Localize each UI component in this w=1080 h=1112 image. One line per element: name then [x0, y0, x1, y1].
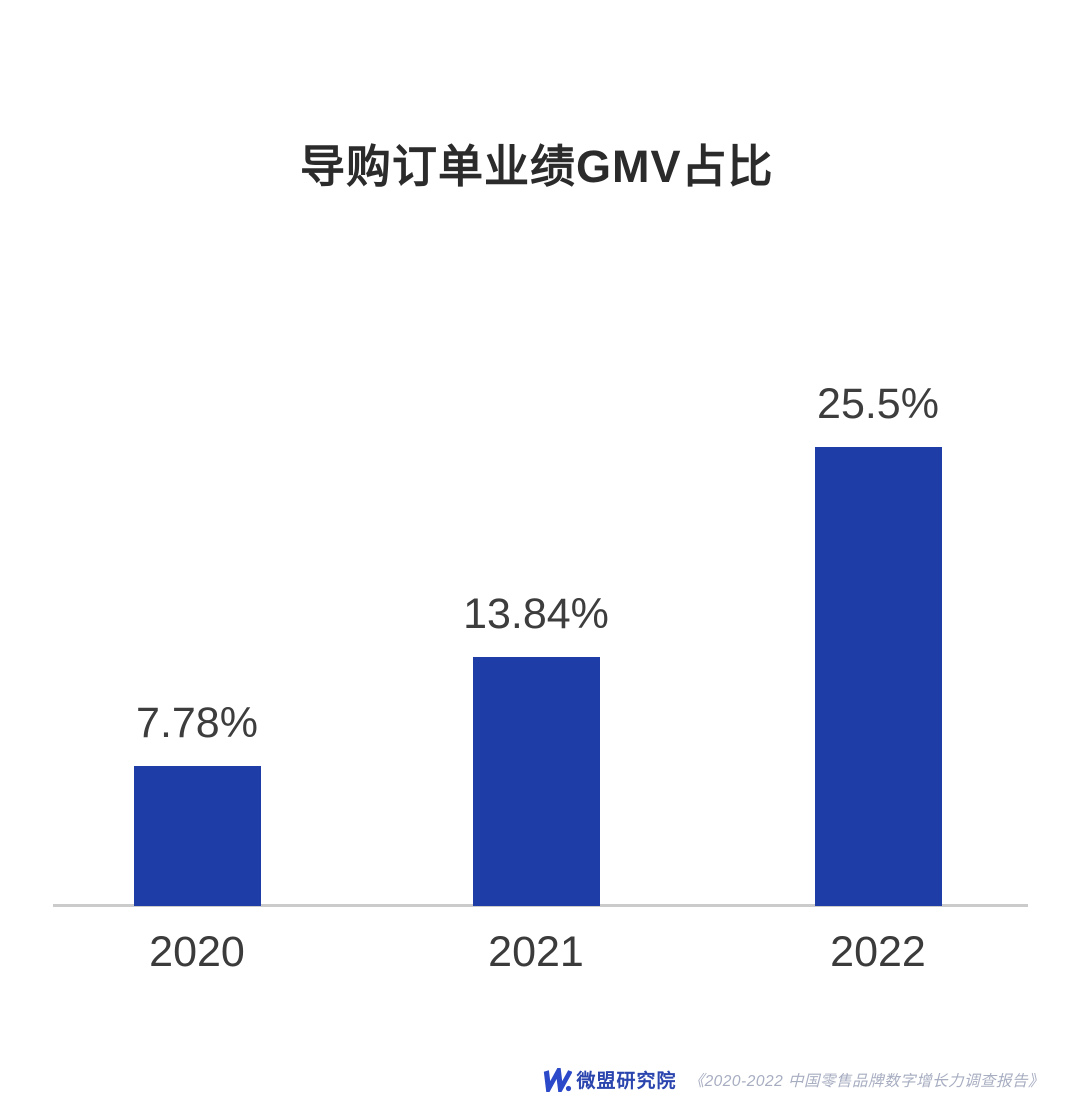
source-footer: 微盟研究院 《2020-2022 中国零售品牌数字增长力调查报告》: [540, 1066, 1044, 1093]
x-tick-label: 2020: [149, 928, 245, 976]
x-tick-label: 2022: [830, 928, 926, 976]
bar-group-2020: 7.78%: [97, 699, 297, 906]
weimob-logo-icon: [543, 1067, 572, 1092]
bar-group-2021: 13.84%: [436, 590, 636, 906]
bar-value-label: 7.78%: [136, 699, 258, 747]
footer-source-citation: 《2020-2022 中国零售品牌数字增长力调查报告》: [688, 1072, 1044, 1090]
bar-value-label: 13.84%: [463, 590, 609, 638]
x-tick-label: 2021: [488, 928, 584, 976]
footer-brand-name: 微盟研究院: [576, 1071, 677, 1092]
bar-group-2022: 25.5%: [778, 380, 978, 906]
bar: [472, 657, 600, 906]
bar: [814, 447, 942, 906]
chart-title: 导购订单业绩GMV占比: [300, 141, 774, 192]
bar: [133, 766, 261, 906]
bar-value-label: 25.5%: [817, 380, 939, 428]
